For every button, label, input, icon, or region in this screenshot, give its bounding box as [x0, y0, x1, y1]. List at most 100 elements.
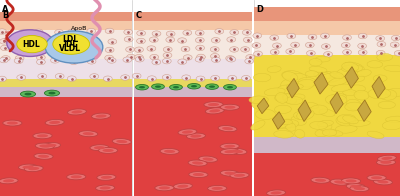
Bar [254, 21, 400, 35]
Ellipse shape [322, 44, 330, 49]
Ellipse shape [230, 172, 249, 178]
Ellipse shape [150, 37, 158, 42]
Ellipse shape [330, 179, 349, 185]
Ellipse shape [152, 31, 161, 36]
Ellipse shape [105, 47, 114, 53]
Ellipse shape [92, 113, 111, 119]
Ellipse shape [343, 35, 352, 40]
Ellipse shape [224, 106, 236, 109]
Ellipse shape [136, 84, 148, 90]
Ellipse shape [294, 111, 308, 120]
Ellipse shape [376, 50, 385, 56]
Ellipse shape [204, 102, 223, 108]
Ellipse shape [251, 121, 265, 130]
Ellipse shape [274, 105, 291, 113]
Ellipse shape [94, 146, 105, 149]
Ellipse shape [53, 34, 90, 54]
Ellipse shape [90, 74, 99, 79]
Ellipse shape [315, 179, 326, 182]
Ellipse shape [311, 177, 330, 183]
Ellipse shape [350, 185, 361, 188]
Ellipse shape [116, 140, 127, 143]
Ellipse shape [324, 52, 332, 57]
Bar [0, 12, 132, 21]
Ellipse shape [349, 120, 370, 126]
Ellipse shape [376, 159, 396, 165]
Ellipse shape [354, 90, 369, 100]
Bar [0, 30, 132, 59]
Ellipse shape [212, 57, 220, 63]
Ellipse shape [1, 56, 10, 61]
Ellipse shape [55, 30, 64, 35]
Ellipse shape [50, 58, 59, 63]
Ellipse shape [164, 150, 175, 153]
Ellipse shape [87, 37, 96, 43]
Ellipse shape [152, 59, 161, 65]
Ellipse shape [67, 76, 76, 81]
Ellipse shape [209, 109, 220, 113]
Ellipse shape [270, 191, 282, 194]
Ellipse shape [325, 94, 347, 105]
Ellipse shape [320, 33, 329, 39]
Ellipse shape [196, 37, 204, 43]
Ellipse shape [276, 119, 293, 125]
Ellipse shape [38, 74, 47, 79]
Ellipse shape [212, 187, 223, 190]
Ellipse shape [336, 68, 358, 79]
Ellipse shape [0, 45, 9, 51]
Ellipse shape [241, 47, 250, 52]
Ellipse shape [190, 134, 202, 138]
Polygon shape [358, 100, 371, 122]
Ellipse shape [276, 93, 288, 103]
Ellipse shape [228, 148, 247, 154]
Ellipse shape [377, 180, 388, 183]
Bar [0, 59, 132, 79]
Ellipse shape [380, 161, 392, 164]
Ellipse shape [139, 86, 145, 88]
Ellipse shape [367, 175, 386, 181]
Bar [0, 79, 132, 87]
Ellipse shape [316, 56, 330, 62]
Ellipse shape [306, 103, 319, 109]
Text: ApoB: ApoB [71, 26, 87, 31]
Ellipse shape [104, 76, 112, 82]
Ellipse shape [3, 120, 22, 126]
Text: LDL: LDL [62, 35, 78, 44]
Polygon shape [330, 92, 343, 114]
Ellipse shape [354, 187, 365, 190]
Ellipse shape [166, 37, 175, 43]
Ellipse shape [83, 132, 94, 135]
Ellipse shape [346, 179, 357, 182]
Ellipse shape [382, 157, 392, 160]
Ellipse shape [17, 35, 47, 53]
Ellipse shape [394, 51, 400, 56]
Bar [134, 30, 252, 59]
Ellipse shape [390, 42, 399, 47]
Ellipse shape [173, 183, 192, 189]
Ellipse shape [0, 39, 8, 44]
Ellipse shape [245, 58, 254, 64]
Ellipse shape [342, 65, 363, 72]
Ellipse shape [310, 121, 328, 129]
Ellipse shape [347, 99, 362, 110]
Ellipse shape [137, 30, 146, 36]
Ellipse shape [254, 51, 262, 56]
Ellipse shape [350, 186, 369, 191]
Ellipse shape [126, 47, 134, 52]
Bar [0, 97, 132, 196]
Ellipse shape [227, 86, 233, 88]
Ellipse shape [331, 84, 352, 92]
Ellipse shape [386, 88, 400, 96]
Ellipse shape [283, 94, 297, 104]
Ellipse shape [230, 47, 238, 52]
Ellipse shape [178, 129, 197, 135]
Ellipse shape [177, 185, 188, 188]
Ellipse shape [246, 54, 255, 60]
Ellipse shape [166, 31, 175, 37]
Ellipse shape [36, 55, 45, 60]
Ellipse shape [36, 59, 45, 65]
Ellipse shape [192, 162, 203, 165]
Ellipse shape [55, 74, 64, 79]
Ellipse shape [205, 108, 224, 114]
Ellipse shape [18, 44, 27, 50]
